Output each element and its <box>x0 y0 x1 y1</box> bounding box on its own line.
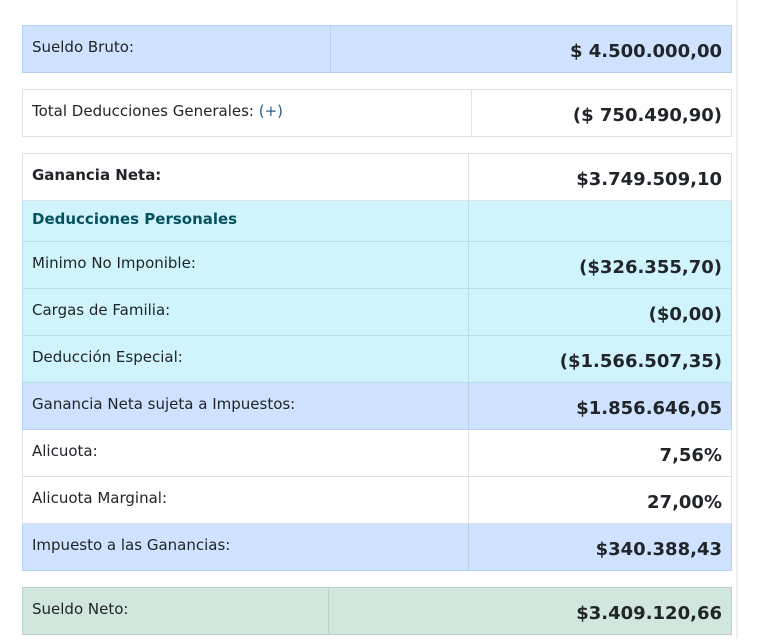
value: $3.749.509,10 <box>468 153 732 201</box>
label: Ganancia Neta sujeta a Impuestos: <box>22 382 469 430</box>
label-cell: Total Deducciones Generales: (+) <box>22 89 472 137</box>
row: Total Deducciones Generales: (+) ($ 750.… <box>22 89 732 137</box>
label: Impuesto a las Ganancias: <box>22 523 469 571</box>
label: Sueldo Neto: <box>22 587 329 635</box>
tax-table: Ganancia Neta: $3.749.509,10 Deducciones… <box>22 153 732 571</box>
row: Deducción Especial: ($1.566.507,35) <box>22 335 732 383</box>
value: ($326.355,70) <box>468 241 732 289</box>
value: ($0,00) <box>468 288 732 336</box>
label: Total Deducciones Generales: <box>32 102 254 120</box>
label: Cargas de Familia: <box>22 288 469 336</box>
row: Alicuota: 7,56% <box>22 429 732 477</box>
row: Minimo No Imponible: ($326.355,70) <box>22 241 732 289</box>
empty-cell <box>468 200 732 242</box>
section-title: Deducciones Personales <box>22 200 469 242</box>
label: Sueldo Bruto: <box>22 25 331 73</box>
row: Ganancia Neta sujeta a Impuestos: $1.856… <box>22 382 732 430</box>
value: ($1.566.507,35) <box>468 335 732 383</box>
value: 27,00% <box>468 476 732 524</box>
value: 7,56% <box>468 429 732 477</box>
page-edge <box>736 0 738 639</box>
label: Minimo No Imponible: <box>22 241 469 289</box>
row: Sueldo Bruto: $ 4.500.000,00 <box>22 25 732 73</box>
net-table: Sueldo Neto: $3.409.120,66 <box>22 587 732 635</box>
label: Alicuota: <box>22 429 469 477</box>
expand-toggle[interactable]: (+) <box>258 102 284 120</box>
deductions-table: Total Deducciones Generales: (+) ($ 750.… <box>22 89 732 137</box>
label: Deducción Especial: <box>22 335 469 383</box>
value: $ 4.500.000,00 <box>330 25 732 73</box>
section-row: Deducciones Personales <box>22 200 732 242</box>
row: Sueldo Neto: $3.409.120,66 <box>22 587 732 635</box>
label: Alicuota Marginal: <box>22 476 469 524</box>
gross-table: Sueldo Bruto: $ 4.500.000,00 <box>22 25 732 73</box>
value: ($ 750.490,90) <box>471 89 732 137</box>
value: $340.388,43 <box>468 523 732 571</box>
row: Ganancia Neta: $3.749.509,10 <box>22 153 732 201</box>
row: Alicuota Marginal: 27,00% <box>22 476 732 524</box>
value: $3.409.120,66 <box>328 587 732 635</box>
value: $1.856.646,05 <box>468 382 732 430</box>
row: Cargas de Familia: ($0,00) <box>22 288 732 336</box>
label: Ganancia Neta: <box>22 153 469 201</box>
row: Impuesto a las Ganancias: $340.388,43 <box>22 523 732 571</box>
